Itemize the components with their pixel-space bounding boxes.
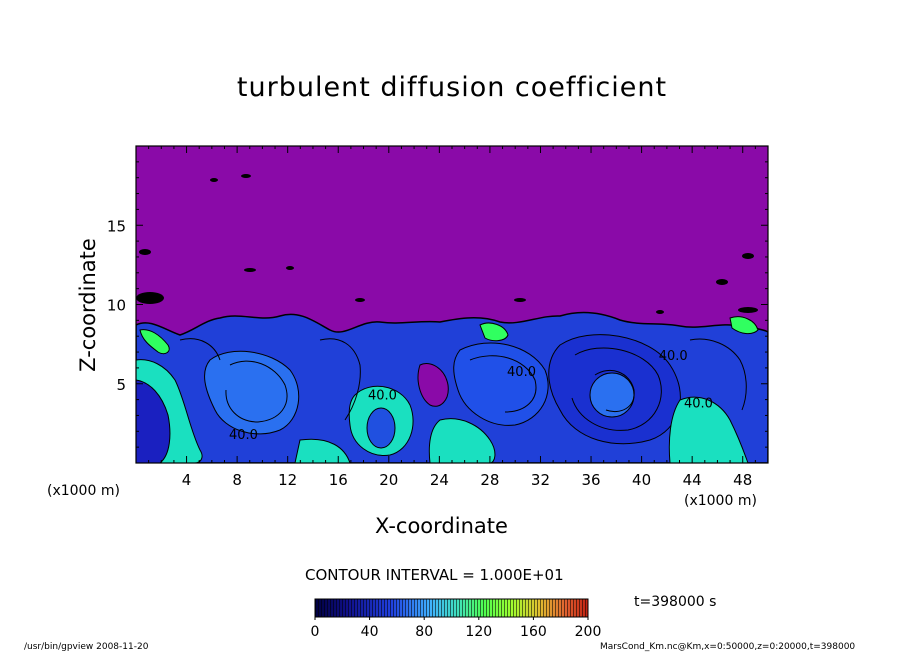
x-tick-label: 40	[632, 471, 651, 489]
colorbar: 0 40 80 120 160 200	[311, 598, 602, 640]
x-tick-label: 44	[683, 471, 702, 489]
colorbar-ticks: 0 40 80 120 160 200	[311, 617, 602, 640]
x-unit-left: (x1000 m)	[47, 483, 120, 499]
x-tick-label: 32	[531, 471, 550, 489]
high-band-right	[668, 396, 749, 463]
low-band-left	[136, 379, 171, 463]
y-axis-label: Z-coordinate	[76, 238, 100, 372]
purple-intrusion	[417, 363, 449, 407]
footer-left: /usr/bin/gpview 2008-11-20	[24, 642, 149, 652]
x-tick-label: 12	[278, 471, 297, 489]
colorbar-tick-label: 40	[361, 624, 379, 640]
time-label: t=398000 s	[634, 594, 717, 610]
colorbar-tick-label: 200	[575, 624, 602, 640]
x-tick-label: 4	[182, 471, 192, 489]
x-axis-ticks: 4 8 12 16 20 24 28 32 36 40 44 48	[148, 146, 756, 489]
vortex-right-core	[589, 372, 635, 418]
interior-contours	[179, 338, 747, 431]
chart-title: turbulent diffusion coefficient	[236, 72, 668, 103]
colorbar-tick-label: 160	[520, 624, 547, 640]
x-axis-label: X-coordinate	[375, 514, 508, 538]
contour-label: 40.0	[229, 428, 258, 443]
x-tick-label: 24	[430, 471, 449, 489]
y-tick-label: 5	[116, 376, 126, 394]
contour-label: 40.0	[659, 349, 688, 364]
colorbar-stripes	[315, 599, 588, 617]
colorbar-tick-label: 120	[465, 624, 492, 640]
colorbar-frame	[314, 598, 589, 618]
colorbar-tick-label: 0	[311, 624, 320, 640]
footer-right: MarsCond_Km.nc@Km,x=0:50000,z=0:20000,t=…	[600, 642, 856, 652]
x-tick-label: 48	[733, 471, 752, 489]
y-axis-ticks: 5 10 15	[107, 161, 768, 448]
x-unit-right: (x1000 m)	[684, 493, 757, 509]
contour-interval-label: CONTOUR INTERVAL = 1.000E+01	[305, 566, 564, 584]
heatmap-field	[136, 146, 768, 463]
vortex-center-core	[366, 407, 396, 449]
x-tick-label: 16	[329, 471, 348, 489]
high-band-mid	[428, 418, 496, 463]
contour-labels: 40.0 40.0 40.0 40.0 40.0	[229, 349, 713, 443]
contour-label: 40.0	[684, 397, 713, 412]
vortex-mid	[453, 342, 549, 426]
x-tick-label: 36	[581, 471, 600, 489]
colorbar-tick-label: 80	[415, 624, 433, 640]
contour-label: 40.0	[368, 389, 397, 404]
x-tick-label: 8	[232, 471, 242, 489]
upper-blobs	[136, 174, 758, 314]
x-tick-label: 28	[480, 471, 499, 489]
x-tick-label: 20	[379, 471, 398, 489]
peak-edge-right	[729, 316, 759, 335]
y-tick-label: 10	[107, 297, 126, 315]
y-tick-label: 15	[107, 217, 126, 235]
peak-edge-top	[479, 322, 509, 342]
contour-label: 40.0	[507, 365, 536, 380]
peak-edge-left	[139, 329, 170, 355]
